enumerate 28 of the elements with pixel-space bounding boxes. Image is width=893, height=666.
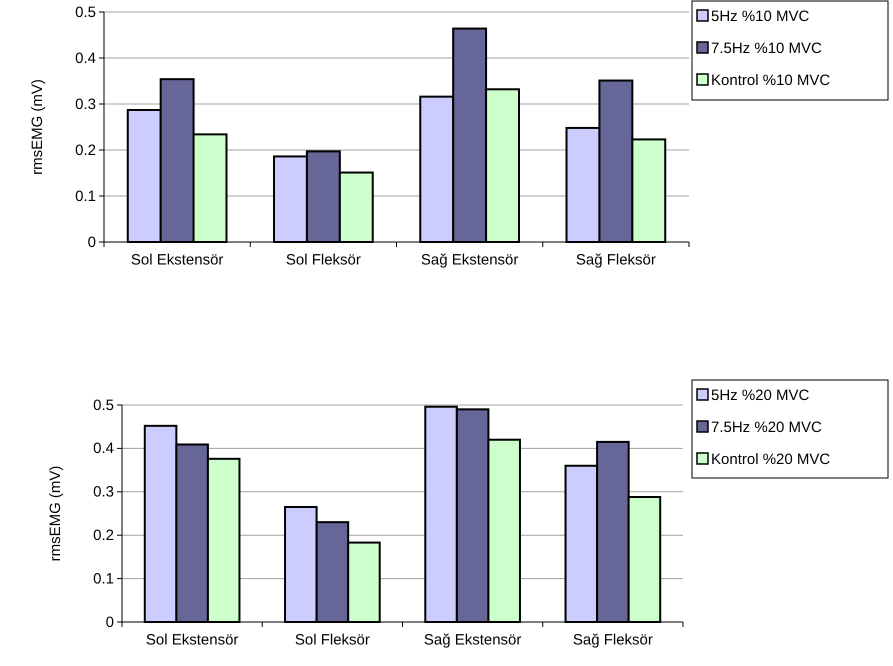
y-tick-label: 0 [88, 234, 96, 251]
y-tick-label: 0.4 [75, 50, 96, 67]
y-tick-label: 0.1 [93, 570, 114, 588]
legend-label: 7.5Hz %10 MVC [711, 40, 822, 57]
x-tick-label: Sol Ekstensör [130, 252, 224, 269]
legend-label: 5Hz %10 MVC [711, 8, 810, 25]
y-tick-label: 0.3 [93, 484, 114, 501]
y-tick-label: 0.5 [75, 4, 96, 21]
y-tick-label: 0.1 [75, 188, 96, 205]
x-tick-label: Sağ Ekstensör [424, 632, 522, 649]
x-tick-label: Sağ Ekstensör [420, 252, 518, 269]
legend-label: Kontrol %10 MVC [711, 72, 830, 89]
x-tick-label: Sol Fleksör [294, 632, 370, 649]
x-tick-label: Sol Fleksör [286, 252, 361, 269]
y-tick-label: 0.2 [75, 142, 96, 159]
x-tick-label: Sağ Fleksör [576, 252, 656, 269]
y-tick-label: 0 [106, 614, 114, 631]
y-axis-title: rmsEMG (mV) [29, 79, 46, 175]
x-tick-label: Sol Ekstensör [146, 632, 238, 649]
legend-label: 7.5Hz %20 MVC [711, 419, 822, 436]
y-tick-label: 0.2 [93, 527, 114, 544]
x-tick-label: Sağ Fleksör [572, 632, 653, 649]
legend-label: Kontrol %20 MVC [711, 451, 830, 468]
y-axis-title: rmsEMG (mV) [47, 466, 64, 562]
legend-label: 5Hz %20 MVC [711, 387, 810, 404]
y-tick-label: 0.5 [93, 396, 114, 414]
y-tick-label: 0.4 [93, 440, 114, 458]
y-tick-label: 0.3 [75, 96, 96, 113]
